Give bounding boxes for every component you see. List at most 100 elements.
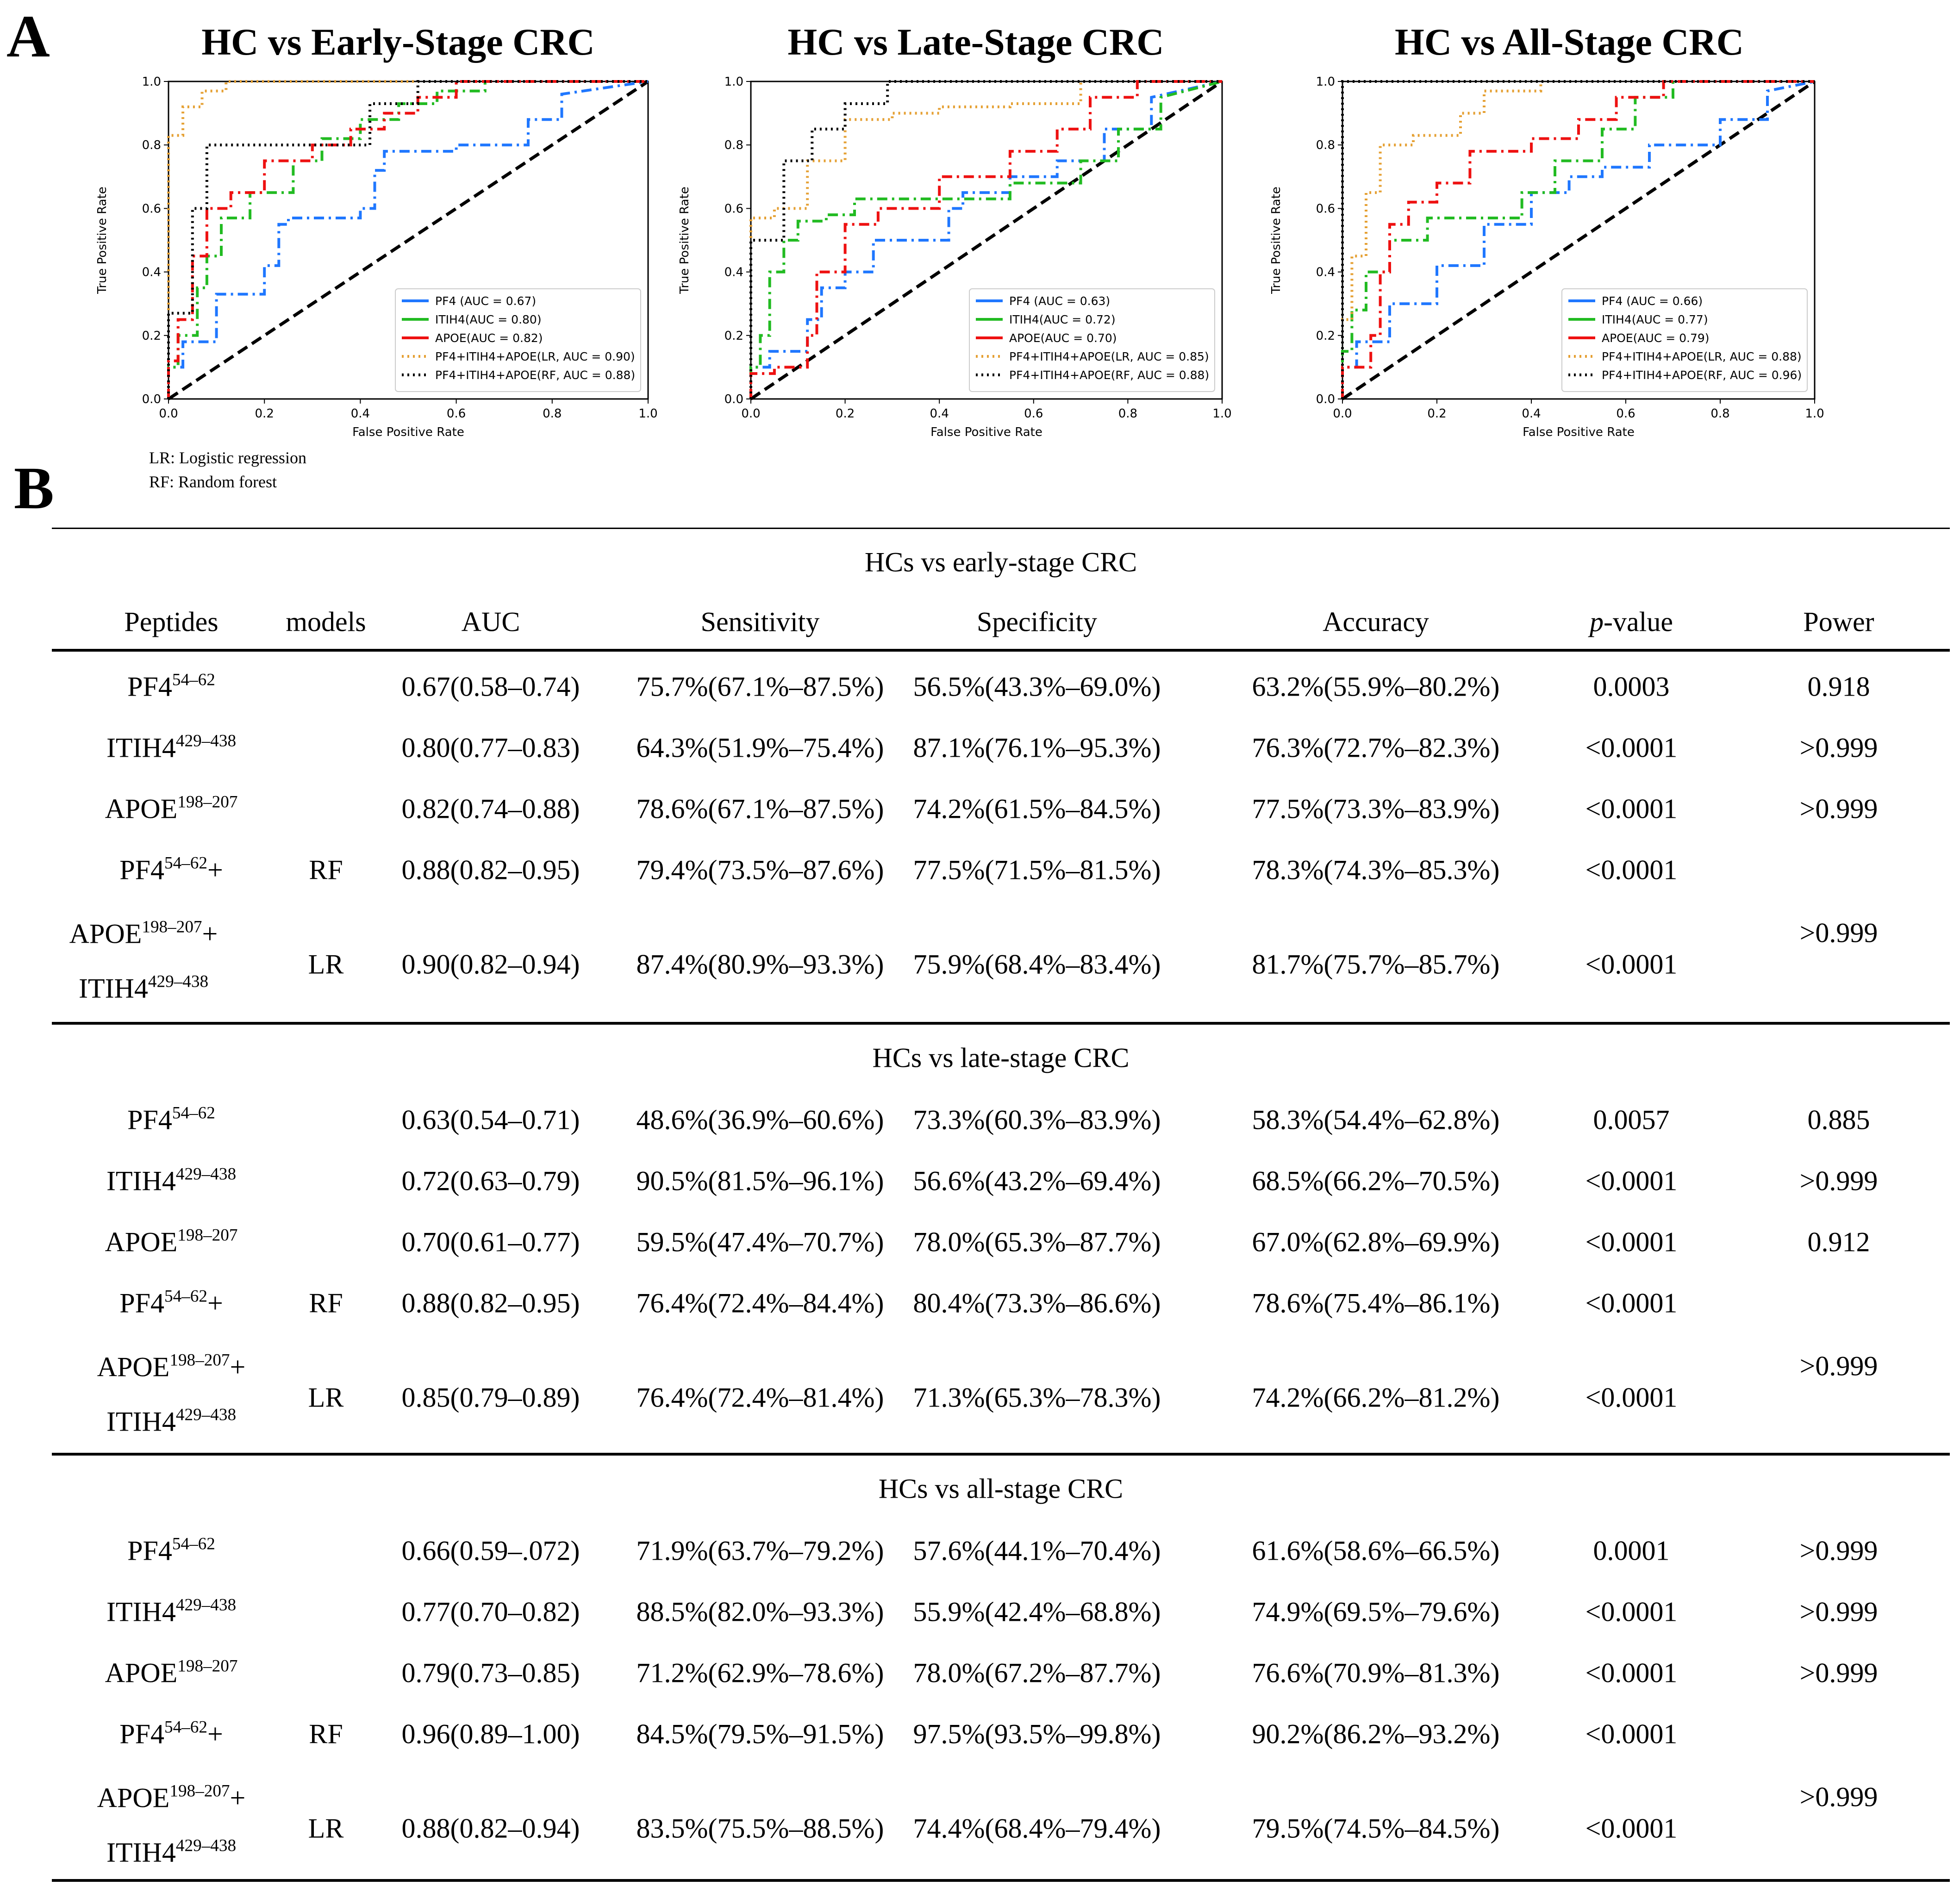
cell-sens: 48.6%(36.9%–60.6%): [636, 1104, 884, 1135]
header-peptides: Peptides: [124, 606, 218, 637]
y-tick-label: 0.4: [142, 266, 161, 280]
combo-lr-sens: 87.4%(80.9%–93.3%): [636, 949, 884, 980]
peptide-name: ITIH4429–438: [106, 732, 236, 764]
combo-lr-spec: 75.9%(68.4%–83.4%): [913, 949, 1161, 980]
peptide-label: ITIH4: [78, 973, 148, 1004]
cell-acc: 63.2%(55.9%–80.2%): [1252, 671, 1500, 702]
cell-p: <0.0001: [1585, 1596, 1678, 1627]
header-accuracy: Accuracy: [1323, 606, 1429, 637]
cell-power: >0.999: [1799, 732, 1878, 763]
cell-spec: 87.1%(76.1%–95.3%): [913, 732, 1161, 763]
x-tick-label: 0.4: [930, 407, 949, 421]
cell-spec: 55.9%(42.4%–68.8%): [913, 1596, 1161, 1627]
peptide-position: 198–207: [177, 1226, 238, 1245]
header-pvalue-rest: -value: [1604, 606, 1673, 637]
footnote-lr: LR: Logistic regression: [149, 448, 306, 467]
combo-peptide-line: APOE198–207+: [69, 918, 218, 950]
performance-table: Peptides models AUC Sensitivity Specificity A…: [52, 528, 1950, 1888]
x-tick-label: 1.0: [1212, 407, 1231, 421]
roc-series-2: [749, 80, 1223, 399]
cell-auc: 0.82(0.74–0.88): [401, 793, 580, 824]
x-tick-label: 0.8: [543, 407, 562, 421]
table-rule: [52, 649, 1950, 652]
combo-rf-model: RF: [309, 1288, 343, 1319]
table-rule: [52, 1022, 1950, 1025]
peptide-label: PF4: [119, 1718, 164, 1749]
legend-entry: APOE(AUC = 0.82): [435, 331, 543, 345]
peptide-position: 429–438: [175, 1595, 237, 1615]
cell-sens: 88.5%(82.0%–93.3%): [636, 1596, 884, 1627]
combo-rf-sens: 84.5%(79.5%–91.5%): [636, 1718, 884, 1749]
peptide-position: 198–207: [169, 1781, 230, 1801]
roc-series-5: [1341, 80, 1815, 399]
combo-lr-sens: 83.5%(75.5%–88.5%): [636, 1813, 884, 1844]
cell-power: >0.999: [1799, 1535, 1878, 1566]
peptide-name: APOE198–207: [105, 1657, 238, 1689]
cell-acc: 68.5%(66.2%–70.5%): [1252, 1165, 1500, 1196]
header-sensitivity: Sensitivity: [700, 606, 820, 637]
peptide-name: APOE198–207: [105, 1226, 238, 1258]
combo-peptide-line: PF454–62+: [119, 1288, 223, 1319]
peptide-label: ITIH4: [106, 1165, 176, 1196]
combo-lr-model: LR: [308, 1813, 344, 1844]
cell-auc: 0.72(0.63–0.79): [401, 1165, 580, 1196]
peptide-label: PF4: [119, 854, 164, 885]
peptide-position: 198–207: [142, 917, 202, 937]
section-title: HCs vs all-stage CRC: [878, 1473, 1124, 1504]
combo-rf-spec: 80.4%(73.3%–86.6%): [913, 1288, 1161, 1319]
y-tick-label: 0.6: [724, 202, 743, 216]
cell-p: <0.0001: [1585, 1165, 1678, 1196]
combo-lr-spec: 74.4%(68.4%–79.4%): [913, 1813, 1161, 1844]
y-tick-label: 1.0: [1316, 75, 1335, 89]
legend-entry: ITIH4(AUC = 0.77): [1602, 313, 1708, 326]
cell-power: 0.912: [1807, 1226, 1870, 1257]
y-tick-label: 0.4: [1316, 266, 1335, 280]
header-models: models: [286, 606, 366, 637]
y-tick-label: 0.8: [1316, 138, 1335, 152]
x-tick-label: 0.6: [1024, 407, 1043, 421]
roc-chart-1: HC vs Early-Stage CRC 0.0 0.2 0.4 0.6 0.8 1.0 0…: [95, 21, 658, 439]
roc-series-4: [167, 80, 648, 399]
roc-series-4: [749, 80, 1222, 399]
combo-lr-acc: 79.5%(74.5%–84.5%): [1252, 1813, 1500, 1844]
peptide-position: 54–62: [164, 853, 207, 873]
combo-lr-auc: 0.88(0.82–0.94): [401, 1813, 580, 1844]
legend-entry: APOE(AUC = 0.70): [1009, 331, 1117, 345]
cell-p: 0.0001: [1593, 1535, 1670, 1566]
combo-lr-p: <0.0001: [1585, 1813, 1678, 1844]
peptide-label: ITIH4: [106, 1406, 176, 1437]
peptide-label: ITIH4: [106, 1837, 176, 1868]
cell-auc: 0.70(0.61–0.77): [401, 1226, 580, 1257]
cell-auc: 0.66(0.59–.072): [401, 1535, 580, 1566]
combo-rf-p: <0.0001: [1585, 854, 1678, 885]
combo-lr-auc: 0.90(0.82–0.94): [401, 949, 580, 980]
legend-box: [969, 288, 1215, 392]
peptide-position: 54–62: [172, 1103, 215, 1123]
peptide-joiner: +: [230, 1782, 246, 1813]
x-tick-label: 1.0: [1805, 407, 1824, 421]
combo-lr-p: <0.0001: [1585, 1382, 1678, 1413]
cell-auc: 0.80(0.77–0.83): [401, 732, 580, 763]
y-tick-label: 0.0: [724, 392, 743, 406]
legend-entry: ITIH4(AUC = 0.80): [435, 313, 542, 326]
peptide-position: 54–62: [172, 1534, 215, 1554]
cell-acc: 58.3%(54.4%–62.8%): [1252, 1104, 1500, 1135]
x-tick-label: 0.2: [1427, 407, 1446, 421]
combo-peptide-line: ITIH4429–438: [106, 1406, 236, 1438]
cell-spec: 56.6%(43.2%–69.4%): [913, 1165, 1161, 1196]
combo-lr-auc: 0.85(0.79–0.89): [401, 1382, 580, 1413]
peptide-label: PF4: [127, 1535, 172, 1566]
combo-rf-p: <0.0001: [1585, 1718, 1678, 1749]
peptide-joiner: +: [207, 1718, 223, 1749]
peptide-position: 429–438: [175, 1164, 237, 1184]
cell-sens: 71.9%(63.7%–79.2%): [636, 1535, 884, 1566]
header-pvalue-p: p: [1590, 606, 1604, 637]
cell-sens: 59.5%(47.4%–70.7%): [636, 1226, 884, 1257]
roc-series-3: [1341, 80, 1815, 399]
peptide-label: ITIH4: [106, 1596, 176, 1627]
y-axis-label: True Positive Rate: [95, 187, 109, 294]
combo-lr-spec: 71.3%(65.3%–78.3%): [913, 1382, 1161, 1413]
peptide-position: 429–438: [175, 1836, 237, 1855]
peptide-position: 198–207: [177, 1656, 238, 1676]
roc-series-2: [167, 80, 648, 399]
